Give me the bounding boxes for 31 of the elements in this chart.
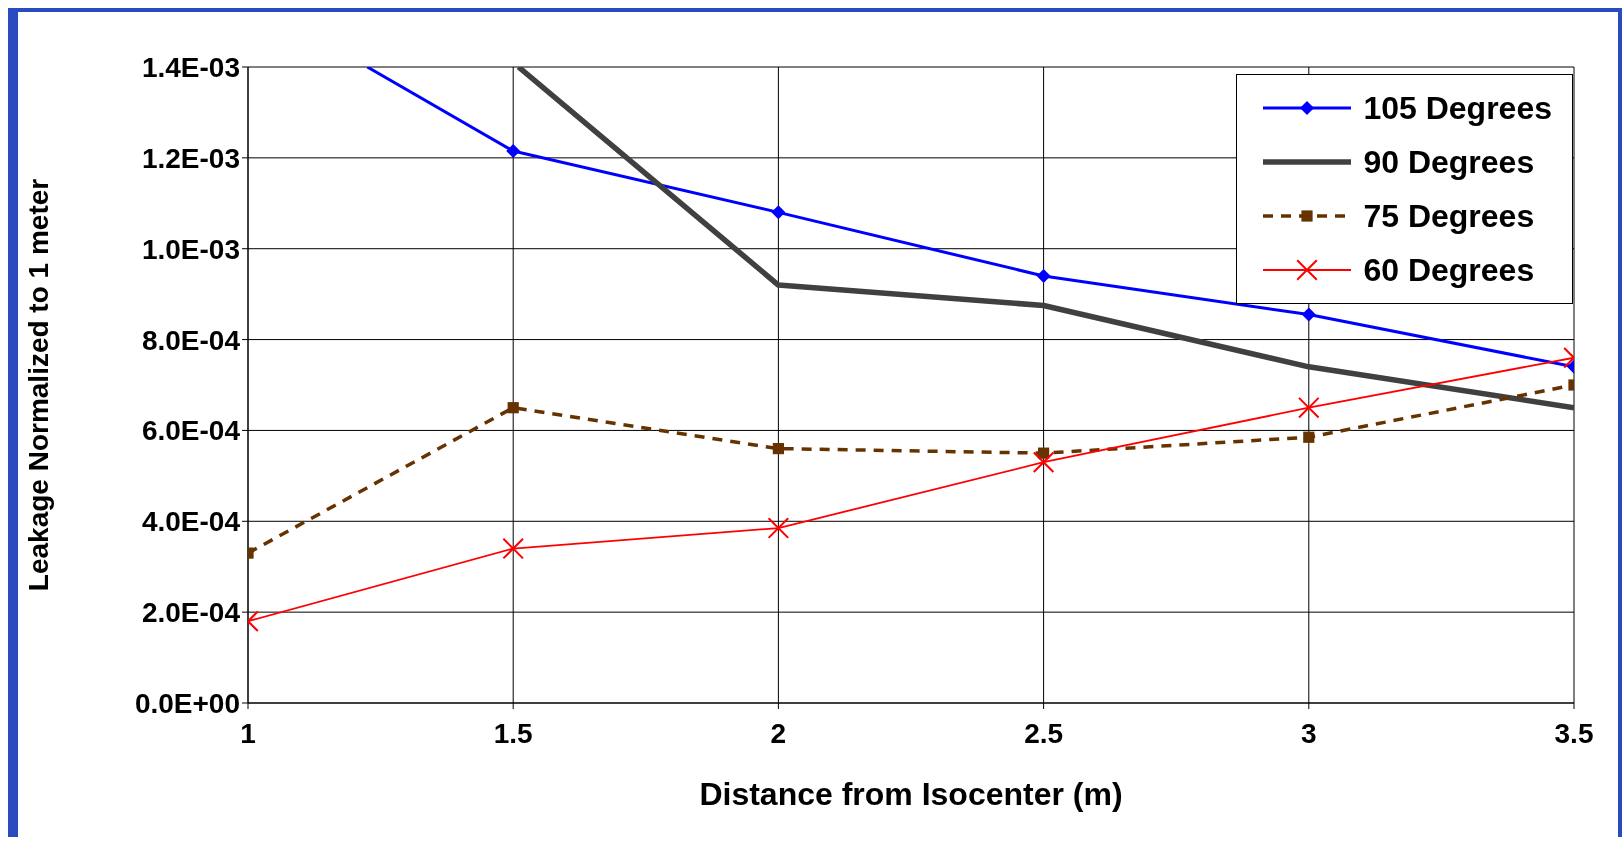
y-tick-label: 1.2E-03	[141, 142, 240, 174]
point	[507, 402, 519, 414]
y-tick-label: 8.0E-04	[141, 324, 241, 356]
x-tick-label: 3.5	[1554, 717, 1594, 749]
x-tick-label: 2	[770, 717, 787, 749]
x-tick-label: 3	[1301, 717, 1317, 749]
point	[1298, 396, 1320, 419]
y-tick-label: 1.0E-03	[141, 233, 240, 265]
point	[1036, 268, 1051, 283]
point	[771, 205, 786, 220]
legend-label: 60 Degrees	[1363, 251, 1535, 289]
x-tick-label: 1	[240, 717, 256, 749]
x-axis-title: Distance from Isocenter (m)	[699, 776, 1123, 812]
y-tick-label: 4.0E-04	[141, 506, 241, 538]
point	[1301, 307, 1316, 322]
point	[1032, 451, 1055, 474]
x-tick-label: 2.5	[1024, 717, 1064, 749]
x-tick-label: 1.5	[493, 717, 533, 749]
point	[506, 144, 521, 159]
y-axis-title: Leakage Normalized to 1 meter	[22, 178, 54, 592]
point	[1303, 431, 1315, 443]
legend-label: 75 Degrees	[1363, 197, 1535, 235]
point	[772, 443, 784, 455]
point	[502, 537, 524, 560]
y-tick-label: 0.0E+00	[134, 687, 240, 719]
y-tick-label: 2.0E-04	[141, 597, 241, 629]
legend-label: 105 Degrees	[1363, 89, 1552, 127]
point	[767, 517, 790, 539]
y-tick-label: 6.0E-04	[141, 415, 241, 447]
legend-label: 90 Degrees	[1363, 143, 1535, 181]
y-tick-label: 1.4E-03	[141, 51, 240, 83]
